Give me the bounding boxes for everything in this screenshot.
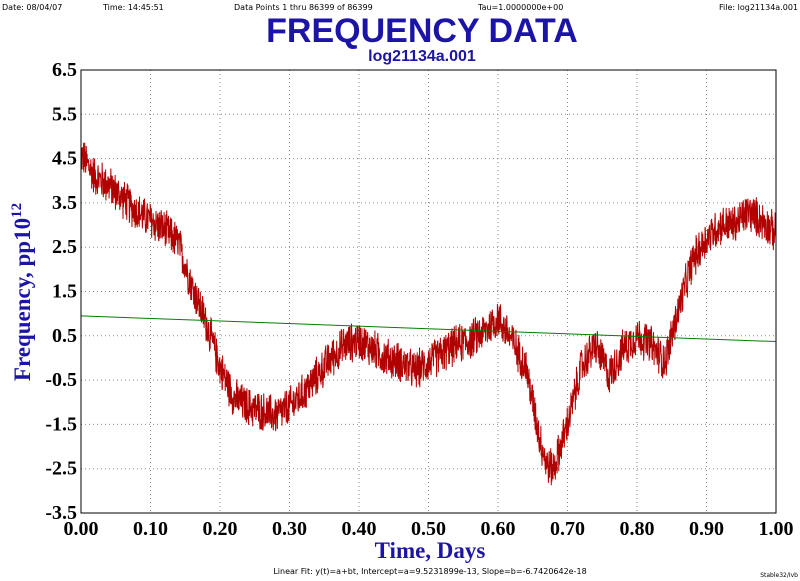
x-tick-label: 0.40 <box>342 518 377 540</box>
y-tick-labels: 6.5 5.5 4.5 3.5 2.5 1.5 0.5 -0.5 -1.5 -2.5 -3.5 <box>45 59 77 524</box>
y-tick-label: 3.5 <box>52 192 77 214</box>
y-tick-label: -2.5 <box>45 458 77 480</box>
y-tick-label: 5.5 <box>52 103 77 125</box>
y-axis-title-exponent: 12 <box>9 203 25 218</box>
plot-frame <box>80 69 777 514</box>
header-file: File: log21134a.001 <box>719 3 798 12</box>
grid-lines <box>80 69 777 514</box>
data-layer <box>80 142 777 486</box>
x-tick-label: 0.80 <box>620 518 655 540</box>
y-tick-label: -0.5 <box>45 369 77 391</box>
fit-layer <box>80 315 777 343</box>
x-tick-labels: 0.00 0.10 0.20 0.30 0.40 0.50 0.60 0.70 0.80 0.90… <box>64 518 794 540</box>
software-credit: Stable32/Ivb <box>760 572 798 579</box>
header-time: Time: 14:45:51 <box>102 3 164 12</box>
x-tick-label: 0.50 <box>411 518 446 540</box>
linear-fit-line <box>80 315 777 343</box>
x-tick-label: 0.60 <box>481 518 516 540</box>
x-tick-label: 0.10 <box>133 518 168 540</box>
x-tick-label: 1.00 <box>759 518 794 540</box>
y-axis-title: Frequency, pp1012 <box>9 203 35 381</box>
y-tick-label: 2.5 <box>52 236 77 258</box>
header-date: Date: 08/04/07 <box>2 3 62 12</box>
y-tick-label: 4.5 <box>52 148 77 170</box>
header-data-points: Data Points 1 thru 86399 of 86399 <box>234 3 373 12</box>
chart-title: FREQUENCY DATA <box>266 12 578 50</box>
x-tick-label: 0.20 <box>203 518 238 540</box>
y-tick-label: 0.5 <box>52 325 77 347</box>
frequency-data-series <box>80 142 777 486</box>
y-axis-title-text: Frequency, pp10 <box>10 218 35 381</box>
x-tick-label: 0.70 <box>550 518 585 540</box>
x-axis-title: Time, Days <box>375 538 486 563</box>
x-tick-label: 0.90 <box>689 518 724 540</box>
y-tick-label: -3.5 <box>45 502 77 524</box>
linear-fit-caption: Linear Fit: y(t)=a+bt, Intercept=a=9.523… <box>273 567 586 576</box>
y-tick-label: 1.5 <box>52 281 77 303</box>
x-tick-label: 0.30 <box>272 518 307 540</box>
x-tick-label: 0.00 <box>64 518 99 540</box>
header-tau: Tau=1.0000000e+00 <box>477 3 563 12</box>
y-tick-label: -1.5 <box>45 413 77 435</box>
chart-subtitle: log21134a.001 <box>368 48 476 65</box>
y-tick-label: 6.5 <box>52 59 77 81</box>
